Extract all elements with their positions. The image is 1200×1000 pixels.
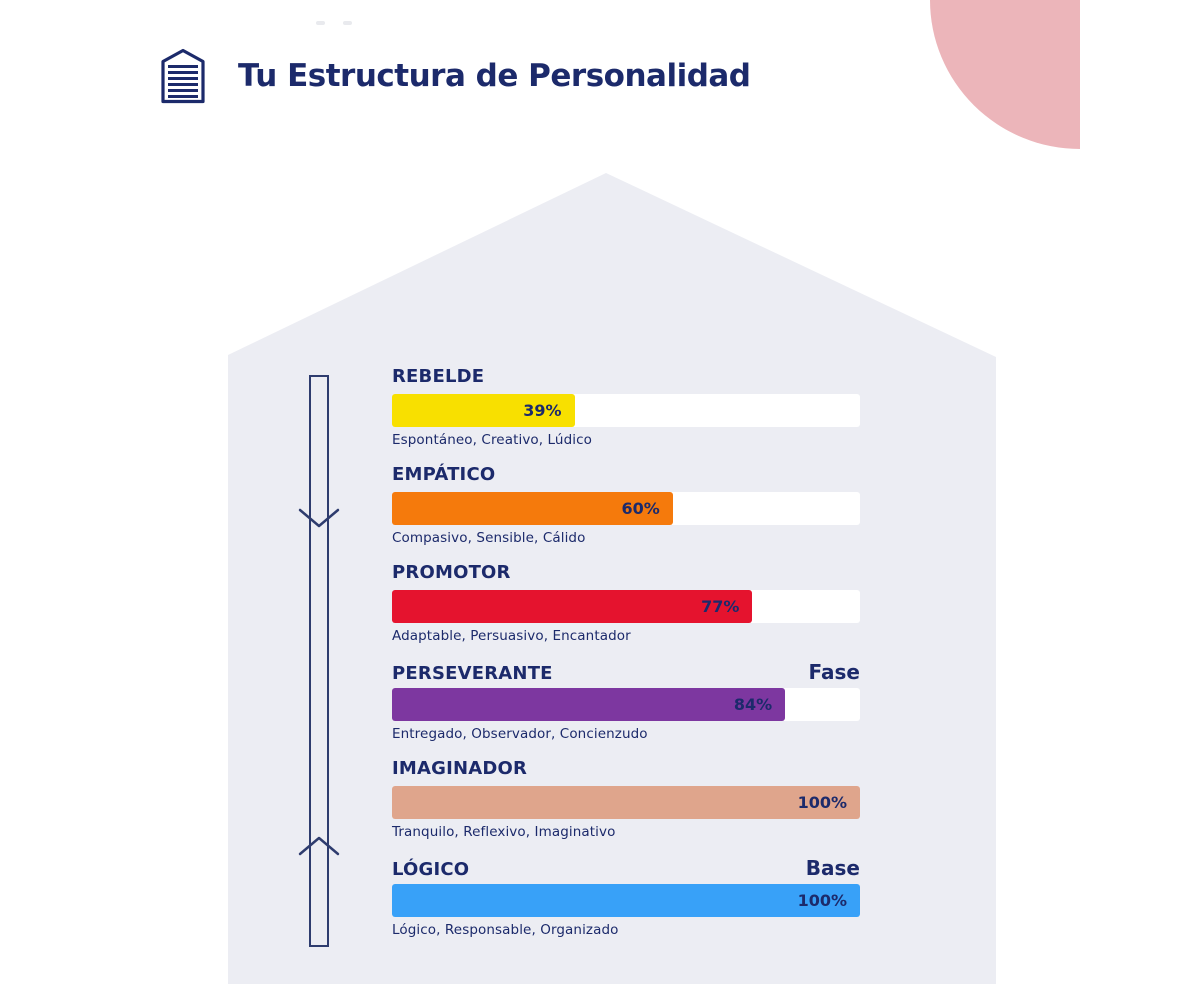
header: Tu Estructura de Personalidad [160, 48, 751, 104]
bar-row: LÓGICO Base 100% Lógico, Responsable, Or… [392, 856, 860, 938]
phase-flow-arrow [298, 375, 340, 947]
personality-bars: REBELDE 39% Espontáneo, Creativo, Lúdico… [392, 366, 860, 954]
flow-arrow-channel [309, 375, 329, 947]
bar-header: PROMOTOR [392, 562, 860, 586]
bar-row: PROMOTOR 77% Adaptable, Persuasivo, Enca… [392, 562, 860, 644]
bar-value: 100% [797, 793, 847, 812]
bar-label: LÓGICO [392, 859, 470, 880]
bar-value: 77% [701, 597, 740, 616]
bar-description: Compasivo, Sensible, Cálido [392, 530, 586, 546]
bar-fill: 39% [392, 394, 575, 427]
bar-label: IMAGINADOR [392, 758, 528, 779]
bar-label: PROMOTOR [392, 562, 511, 583]
bar-value: 60% [621, 499, 660, 518]
bar-header: PERSEVERANTE Fase [392, 660, 860, 684]
bar-row: IMAGINADOR 100% Tranquilo, Reflexivo, Im… [392, 758, 860, 840]
bar-value: 84% [733, 695, 773, 714]
chevron-up-icon [298, 836, 340, 856]
bar-track: 100% [392, 786, 860, 819]
bar-description: Entregado, Observador, Concienzudo [392, 726, 648, 742]
bar-fill: 100% [392, 786, 860, 819]
house-shape [228, 173, 996, 984]
bar-fill: 84% [392, 688, 786, 721]
bar-value: 39% [523, 401, 562, 420]
bar-track: 77% [392, 590, 860, 623]
bar-row: REBELDE 39% Espontáneo, Creativo, Lúdico [392, 366, 860, 448]
bar-row: PERSEVERANTE Fase 84% Entregado, Observa… [392, 660, 860, 742]
house-document-icon [160, 48, 206, 104]
bar-header: IMAGINADOR [392, 758, 860, 782]
bar-description: Tranquilo, Reflexivo, Imaginativo [392, 824, 616, 840]
bar-track: 60% [392, 492, 860, 525]
bar-header: REBELDE [392, 366, 860, 390]
bar-header: EMPÁTICO [392, 464, 860, 488]
chevron-down-icon [298, 508, 340, 528]
decor-dash-1 [316, 21, 325, 25]
bar-tag: Fase [808, 660, 860, 684]
bar-fill: 100% [392, 884, 860, 917]
bar-description: Lógico, Responsable, Organizado [392, 922, 619, 938]
bar-tag: Base [805, 856, 860, 880]
bar-fill: 77% [392, 590, 753, 623]
bar-track: 39% [392, 394, 860, 427]
bar-row: EMPÁTICO 60% Compasivo, Sensible, Cálido [392, 464, 860, 546]
bar-label: REBELDE [392, 366, 485, 387]
bar-label: PERSEVERANTE [392, 663, 553, 684]
decor-dash-2 [343, 21, 352, 25]
bar-value: 100% [797, 891, 847, 910]
bar-track: 84% [392, 688, 860, 721]
page-title: Tu Estructura de Personalidad [238, 58, 751, 94]
bar-label: EMPÁTICO [392, 464, 496, 485]
bar-fill: 60% [392, 492, 673, 525]
bar-track: 100% [392, 884, 860, 917]
bar-header: LÓGICO Base [392, 856, 860, 880]
bar-description: Espontáneo, Creativo, Lúdico [392, 432, 592, 448]
bar-description: Adaptable, Persuasivo, Encantador [392, 628, 631, 644]
